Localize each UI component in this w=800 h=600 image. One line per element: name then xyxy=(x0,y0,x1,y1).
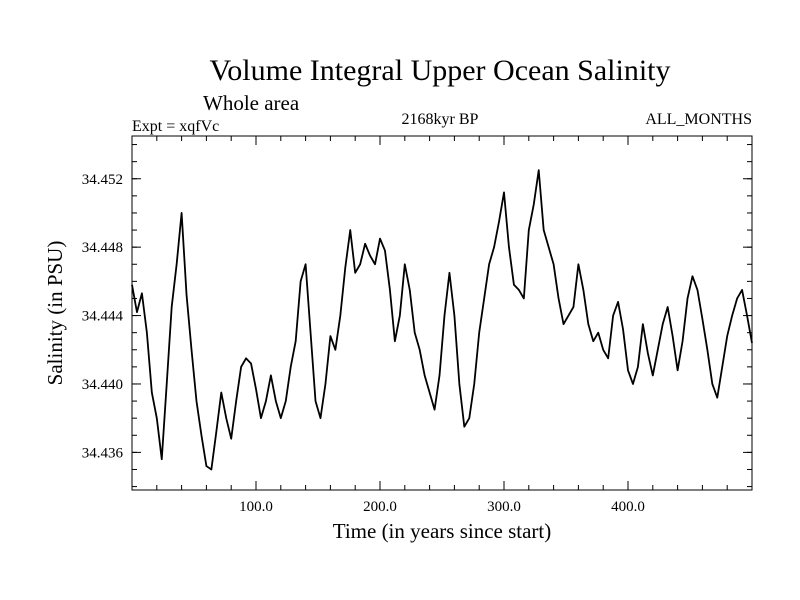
y-tick-label: 34.436 xyxy=(82,445,124,461)
x-tick-label: 200.0 xyxy=(363,499,397,515)
y-axis: 34.436 34.440 34.444 34.448 34.452 xyxy=(82,144,752,488)
experiment-label: Expt = xqfVc xyxy=(132,118,219,135)
y-tick-label: 34.444 xyxy=(82,309,124,325)
chart-title: Volume Integral Upper Ocean Salinity xyxy=(210,54,671,87)
y-tick-label: 34.452 xyxy=(82,172,123,188)
salinity-series-line xyxy=(131,169,753,471)
y-tick-label: 34.440 xyxy=(82,377,123,393)
period-label: 2168kyr BP xyxy=(402,111,479,128)
x-tick-label: 300.0 xyxy=(487,499,521,515)
months-label: ALL_MONTHS xyxy=(645,111,752,128)
y-tick-label: 34.448 xyxy=(82,240,123,256)
y-axis-label: Salinity (in PSU) xyxy=(43,241,67,386)
x-axis-label: Time (in years since start) xyxy=(333,519,552,543)
plot-frame xyxy=(131,135,753,491)
x-tick-label: 100.0 xyxy=(239,499,273,515)
x-axis: 100.0 200.0 300.0 400.0 xyxy=(156,136,728,515)
chart-subtitle: Whole area xyxy=(203,91,300,115)
x-tick-label: 400.0 xyxy=(611,499,645,515)
